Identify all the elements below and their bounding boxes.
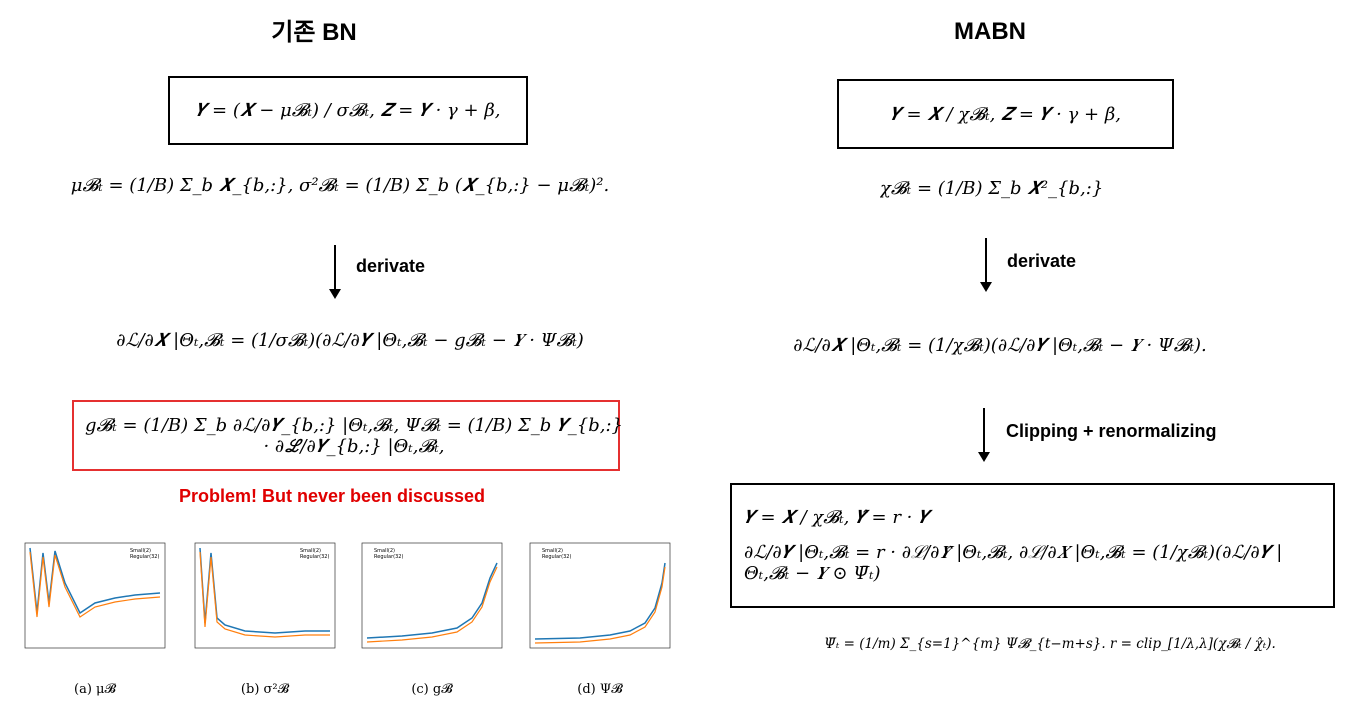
plot-line (534, 562, 666, 640)
caption: (a) μ𝓑 (74, 682, 116, 697)
plot-line (29, 551, 161, 618)
mini-plot: Small(2)Regular(32) (361, 542, 503, 649)
left-title: 기존 BN (271, 19, 357, 46)
plot-frame (529, 542, 671, 649)
legend-label: Small(2) (300, 548, 321, 554)
mini-plot: Small(2)Regular(32) (24, 542, 166, 649)
problem-note: Problem! But never been discussed (178, 486, 486, 506)
arrow-label: derivate (356, 256, 426, 276)
legend-label: Small(2) (374, 548, 395, 554)
mini-plot: Small(2)Regular(32) (529, 542, 671, 649)
right-title: MABN (954, 18, 1026, 45)
legend-label: Small(2) (542, 548, 563, 554)
plot-line (199, 551, 330, 638)
plot-frame (194, 542, 336, 649)
formula: ∂ℒ/∂𝒀 |Θₜ,𝓑ₜ = r · ∂ℒ/∂𝒀̂ |Θₜ,𝓑ₜ, ∂ℒ/∂𝑿 … (744, 542, 1283, 584)
formula: 𝒀 = (𝑿 − μ𝓑ₜ) / σ𝓑ₜ, 𝒁 = 𝒀 · γ + β, (195, 100, 501, 121)
arrow (329, 245, 341, 299)
mini-plot: Small(2)Regular(32) (194, 542, 336, 649)
arrow-label: Clipping + renormalizing (1006, 421, 1217, 441)
problem-box: g𝓑ₜ = (1/B) Σ_b ∂ℒ/∂𝒀_{b,:} |Θₜ,𝓑ₜ, Ψ𝓑ₜ … (72, 400, 623, 471)
formula: μ𝓑ₜ = (1/B) Σ_b 𝑿_{b,:}, σ²𝓑ₜ = (1/B) Σ_… (70, 175, 610, 196)
formula: 𝒀 = 𝑿 / χ𝓑ₜ, 𝒁 = 𝒀 · γ + β, (890, 103, 1121, 125)
formula-box: 𝒀 = (𝑿 − μ𝓑ₜ) / σ𝓑ₜ, 𝒁 = 𝒀 · γ + β, (168, 76, 528, 145)
arrow (980, 238, 992, 292)
caption: (b) σ²𝓑 (240, 682, 290, 697)
formula: g𝓑ₜ = (1/B) Σ_b ∂ℒ/∂𝒀_{b,:} |Θₜ,𝓑ₜ, Ψ𝓑ₜ … (84, 414, 623, 457)
formula: ∂ℒ/∂𝑿 |Θₜ,𝓑ₜ = (1/χ𝓑ₜ)(∂ℒ/∂𝒀 |Θₜ,𝓑ₜ − 𝒀 … (793, 335, 1207, 356)
plot-line (199, 547, 330, 634)
caption: (c) g𝓑 (411, 682, 453, 697)
caption: (d) Ψ𝓑 (577, 682, 623, 697)
legend-label: Regular(32) (300, 554, 329, 560)
plot-frame (361, 542, 503, 649)
formula: ∂ℒ/∂𝑿 |Θₜ,𝓑ₜ = (1/σ𝓑ₜ)(∂ℒ/∂𝒀 |Θₜ,𝓑ₜ − g𝓑… (116, 330, 584, 351)
plot-line (366, 566, 498, 643)
legend-label: Regular(32) (374, 554, 403, 560)
formula: 𝒀 = 𝑿 / χ𝓑ₜ, 𝒀̂ = r · 𝒀 (744, 507, 929, 528)
formula-box: 𝒀 = 𝑿 / χ𝓑ₜ, 𝒀̂ = r · 𝒀 ∂ℒ/∂𝒀 |Θₜ,𝓑ₜ = r… (730, 483, 1335, 608)
legend-label: Regular(32) (542, 554, 571, 560)
arrow (978, 408, 990, 462)
plot-frame (24, 542, 166, 649)
formula: χ𝓑ₜ = (1/B) Σ_b 𝑿²_{b,:} (880, 178, 1104, 199)
formula-box: 𝒀 = 𝑿 / χ𝓑ₜ, 𝒁 = 𝒀 · γ + β, (837, 79, 1174, 149)
arrow-label: derivate (1007, 251, 1077, 271)
legend-label: Regular(32) (130, 554, 159, 560)
plot-line (534, 566, 666, 644)
formula: Ψ̄ₜ = (1/m) Σ_{s=1}^{m} Ψ𝓑_{t−m+s}. r = … (824, 636, 1276, 652)
plot-line (366, 562, 498, 639)
legend-label: Small(2) (130, 548, 151, 554)
